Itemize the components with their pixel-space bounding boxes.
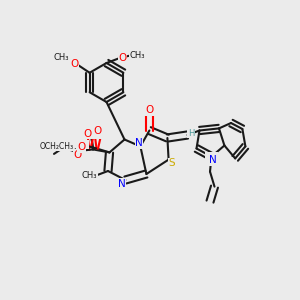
Text: CH₃: CH₃ [54, 53, 70, 62]
Text: O: O [84, 129, 92, 139]
Text: O: O [77, 142, 86, 152]
Text: O: O [145, 105, 154, 115]
Text: H: H [188, 129, 194, 138]
Text: S: S [168, 158, 175, 168]
Text: N: N [118, 178, 126, 189]
FancyBboxPatch shape [76, 140, 89, 149]
Text: O: O [93, 126, 102, 136]
Text: N: N [135, 138, 143, 148]
Text: CH₃: CH₃ [82, 171, 97, 180]
Text: O: O [70, 59, 79, 69]
Text: OCH₂CH₃: OCH₂CH₃ [40, 142, 74, 151]
Text: O: O [74, 149, 82, 160]
FancyBboxPatch shape [205, 152, 218, 161]
Text: N: N [208, 155, 216, 165]
FancyBboxPatch shape [91, 130, 104, 139]
Text: O: O [118, 52, 127, 63]
Text: CH₃: CH₃ [129, 51, 145, 60]
